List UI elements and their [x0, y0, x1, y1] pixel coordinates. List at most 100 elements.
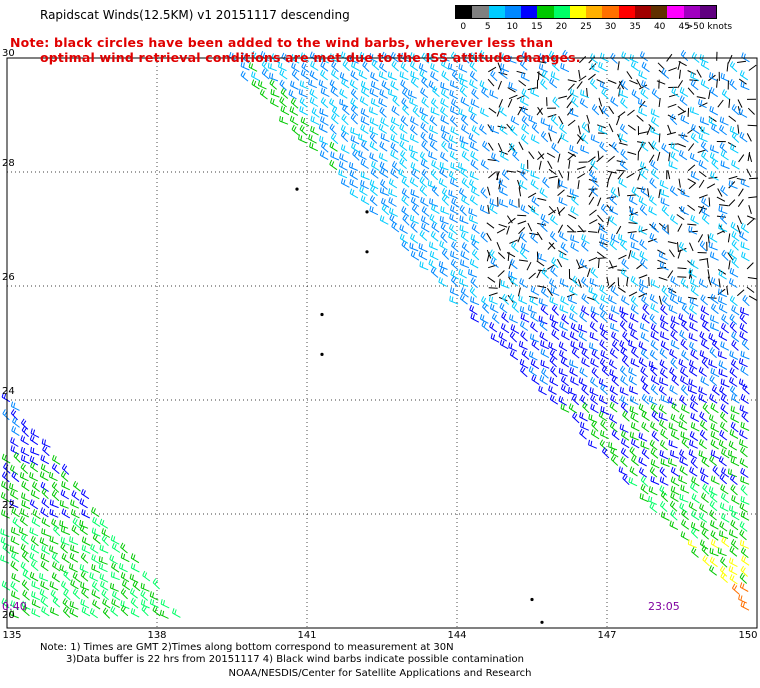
- wind-barb: [530, 311, 539, 322]
- wind-barb: [469, 286, 478, 298]
- wind-barb: [558, 196, 568, 206]
- wind-barb: [521, 349, 530, 360]
- wind-barb: [650, 126, 660, 136]
- legend-label: >50 knots: [685, 22, 733, 32]
- wind-barb: [92, 533, 101, 545]
- wind-barb: [391, 221, 400, 233]
- wind-barb: [392, 95, 400, 107]
- wind-barb: [63, 570, 71, 582]
- wind-barb: [669, 385, 678, 395]
- wind-barb: [589, 277, 599, 287]
- wind-barb: [728, 278, 738, 288]
- wind-barb: [601, 88, 609, 99]
- wind-barb: [629, 385, 639, 395]
- wind-barb: [609, 239, 618, 251]
- wind-barb: [586, 87, 588, 97]
- wind-barb: [340, 51, 350, 62]
- wind-barb: [440, 222, 449, 234]
- wind-barb: [468, 105, 477, 116]
- wind-barb: [398, 168, 407, 179]
- wind-barb: [29, 472, 39, 482]
- wind-barb: [608, 123, 614, 133]
- wind-barb: [251, 71, 260, 82]
- wind-barb: [608, 359, 618, 370]
- wind-barb: [588, 286, 598, 296]
- wind-barb: [381, 51, 390, 63]
- wind-barb: [418, 62, 428, 73]
- wind-barb: [619, 423, 629, 433]
- wind-barb: [708, 232, 718, 243]
- wind-barb: [521, 88, 530, 99]
- wind-barb: [709, 86, 718, 98]
- wind-barb: [458, 162, 468, 171]
- wind-barb: [499, 339, 509, 350]
- wind-barb: [691, 476, 700, 487]
- wind-barb: [339, 153, 348, 163]
- wind-barb: [727, 233, 731, 243]
- wind-barb: [528, 151, 535, 160]
- wind-barb: [622, 473, 630, 486]
- wind-barb: [430, 62, 439, 73]
- wind-barb: [63, 589, 71, 601]
- wind-barb: [470, 296, 480, 306]
- wind-barb: [606, 276, 610, 286]
- wind-barb: [700, 313, 709, 324]
- wind-barb: [729, 313, 738, 325]
- wind-barb: [480, 187, 488, 199]
- wind-barb: [680, 205, 689, 216]
- wind-barb: [707, 269, 710, 279]
- wind-barb: [12, 517, 21, 528]
- wind-barb: [439, 240, 448, 251]
- wind-barb: [460, 96, 470, 107]
- wind-barb: [690, 79, 699, 91]
- wind-barb: [721, 536, 730, 548]
- wind-barb: [590, 376, 598, 388]
- wind-barb: [552, 96, 560, 108]
- wind-barb: [420, 131, 428, 143]
- wind-barb: [482, 302, 490, 314]
- wind-barb: [687, 385, 697, 395]
- wind-barb: [557, 189, 565, 196]
- wind-barb: [698, 393, 708, 404]
- wind-barb: [9, 609, 19, 619]
- wind-barb: [538, 385, 547, 396]
- wind-barb: [691, 547, 699, 558]
- wind-barb: [620, 97, 628, 109]
- wind-barb: [731, 583, 740, 595]
- wind-barb: [700, 126, 710, 136]
- wind-barb: [701, 357, 709, 369]
- wind-barb: [577, 279, 582, 288]
- wind-barb: [610, 285, 619, 297]
- wind-barb: [450, 275, 459, 288]
- wind-barb: [520, 313, 530, 323]
- wind-barb: [701, 151, 709, 162]
- wind-barb: [559, 321, 569, 331]
- wind-barb: [679, 95, 688, 106]
- wind-barb: [320, 69, 329, 81]
- wind-barb: [479, 204, 489, 215]
- wind-barb: [481, 296, 489, 307]
- wind-barb: [548, 385, 557, 395]
- wind-barb: [680, 366, 689, 378]
- wind-barb: [20, 508, 30, 518]
- legend-swatch: [569, 6, 586, 18]
- wind-barb: [518, 227, 526, 235]
- wind-barb: [590, 394, 599, 405]
- wind-barb: [650, 331, 660, 341]
- wind-barb: [600, 419, 608, 431]
- wind-barb: [530, 87, 540, 97]
- wind-barb: [729, 545, 738, 557]
- wind-barb: [619, 320, 628, 332]
- wind-barb: [588, 439, 597, 449]
- wind-barb: [428, 151, 438, 161]
- wind-barb: [91, 589, 101, 599]
- wind-barb: [40, 552, 50, 563]
- wind-barb: [21, 425, 29, 437]
- wind-barb: [481, 87, 490, 98]
- wind-barb: [461, 177, 470, 189]
- wind-barb: [700, 141, 709, 153]
- wind-barb: [690, 277, 699, 288]
- wind-barb: [681, 437, 690, 449]
- wind-barb: [91, 506, 100, 518]
- wind-barb: [678, 313, 687, 323]
